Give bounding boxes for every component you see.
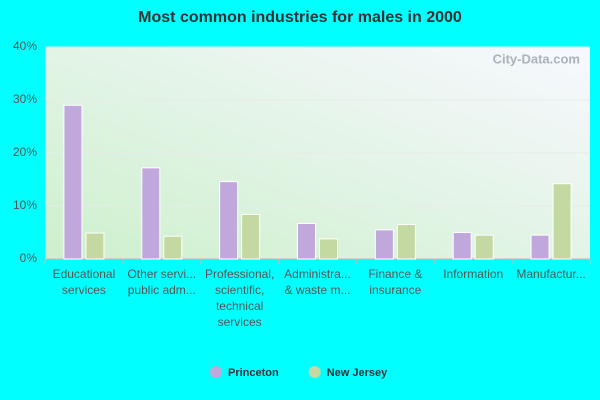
- x-tick-label: public adm...: [128, 283, 196, 297]
- bar: [297, 222, 316, 260]
- bar: [241, 213, 261, 260]
- bar: [452, 232, 472, 260]
- y-tick-label: 30%: [13, 92, 37, 106]
- bar: [319, 238, 338, 260]
- bar: [374, 229, 394, 260]
- legend-label: New Jersey: [327, 367, 388, 379]
- x-tick-label: Educational: [53, 267, 116, 281]
- bar: [163, 235, 183, 260]
- bar: [219, 181, 239, 260]
- x-tick-label: technical: [216, 299, 263, 313]
- bar: [396, 224, 416, 260]
- x-tick-label: scientific,: [215, 283, 264, 297]
- x-tick-label: Administra...: [284, 267, 351, 281]
- legend-marker: [210, 366, 222, 378]
- chart-title: Most common industries for males in 2000: [138, 9, 462, 26]
- bar: [552, 183, 572, 260]
- y-tick-label: 40%: [13, 39, 37, 53]
- bar: [63, 104, 83, 260]
- y-tick-label: 10%: [13, 198, 37, 212]
- bar: [141, 167, 161, 260]
- x-tick-label: Professional,: [205, 267, 274, 281]
- x-tick-label: insurance: [369, 283, 421, 297]
- x-tick-label: services: [218, 315, 262, 329]
- x-tick-label: Information: [443, 267, 503, 281]
- legend-marker: [308, 366, 321, 378]
- x-tick-label: services: [62, 283, 106, 297]
- legend-label: Princeton: [228, 367, 279, 379]
- x-tick-label: Manufactur...: [516, 267, 585, 281]
- x-tick-label: & waste m...: [284, 283, 350, 297]
- bar: [474, 234, 494, 260]
- watermark: City-Data.com: [493, 51, 580, 66]
- bar: [85, 232, 105, 260]
- x-tick-label: Other servi...: [127, 267, 196, 281]
- y-tick-label: 20%: [13, 145, 37, 159]
- x-tick-label: Finance &: [368, 267, 422, 281]
- y-tick-label: 0%: [20, 251, 38, 265]
- bar: [530, 234, 550, 260]
